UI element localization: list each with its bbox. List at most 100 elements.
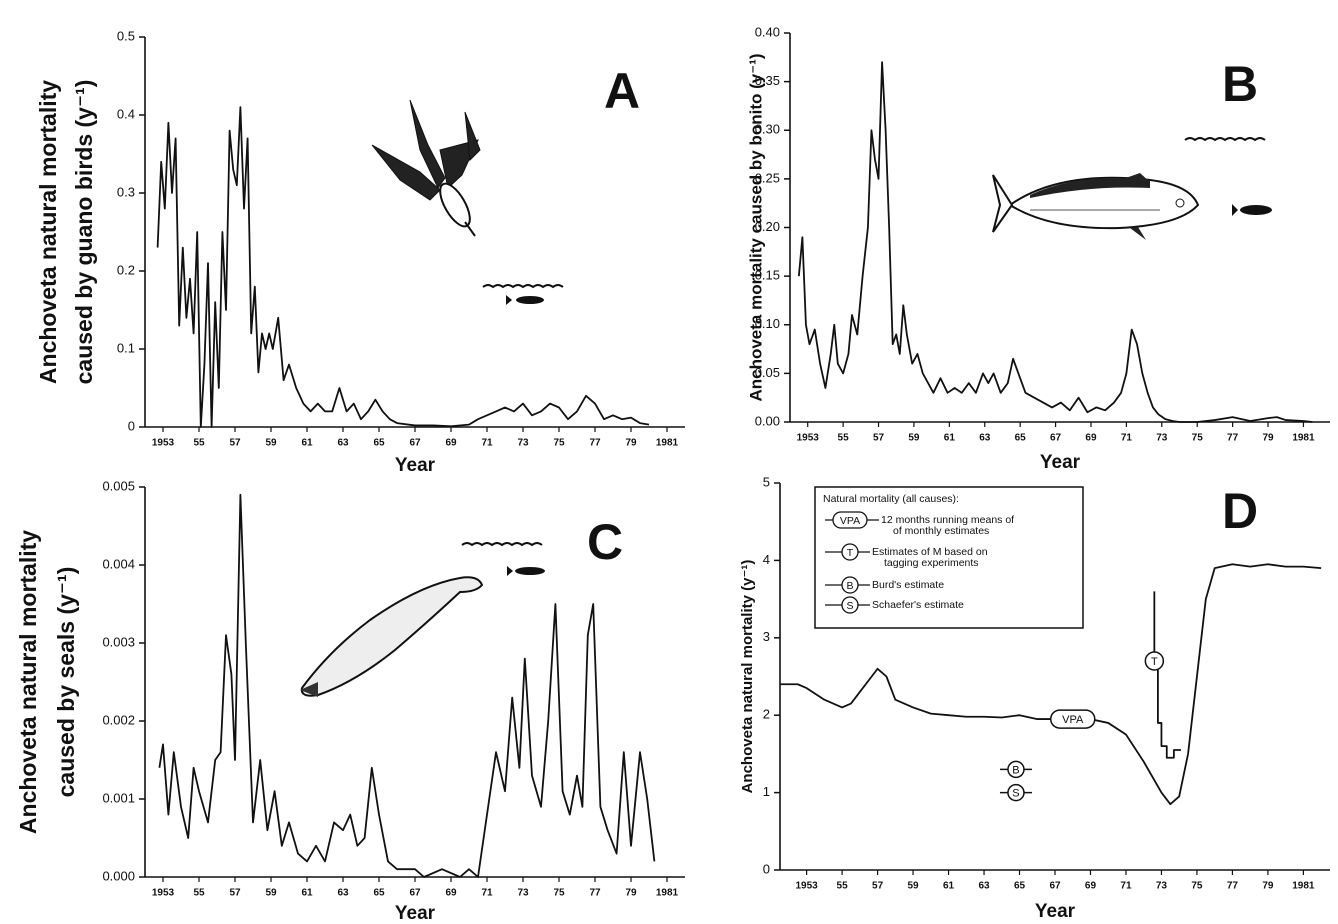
- y-tick-label: 0.004: [102, 556, 135, 571]
- x-tick-label: 57: [229, 888, 241, 899]
- x-tick-label: 73: [517, 888, 529, 899]
- x-tick-label: 57: [229, 438, 241, 449]
- legend-title: Natural mortality (all causes):: [823, 493, 959, 505]
- y-tick-label: 0.25: [755, 170, 780, 185]
- x-tick-label: 75: [553, 438, 565, 449]
- x-tick-label: 67: [409, 438, 421, 449]
- x-tick-label: 63: [979, 433, 991, 444]
- x-tick-label: 79: [1262, 433, 1274, 444]
- x-tick-label: 63: [978, 881, 990, 892]
- panel-letter: D: [1222, 483, 1258, 539]
- waves: [461, 542, 543, 547]
- legend-text: tagging experiments: [884, 557, 979, 569]
- x-axis-title: Year: [1035, 901, 1076, 922]
- legend-key: S: [846, 600, 853, 612]
- x-tick-label: 1953: [152, 438, 175, 449]
- x-tick-label: 67: [1050, 433, 1062, 444]
- y-axis-title: Anchoveta natural mortality: [15, 530, 41, 834]
- x-tick-label: 71: [481, 888, 493, 899]
- x-tick-label: 1981: [656, 888, 679, 899]
- y-tick-label: 5: [763, 474, 770, 489]
- x-tick-label: 67: [409, 888, 421, 899]
- x-tick-label: 59: [908, 881, 920, 892]
- y-tick-label: 0.30: [755, 122, 780, 137]
- anchoveta-icon: [507, 566, 545, 576]
- panel-letter: C: [587, 514, 623, 570]
- data-line: [158, 493, 656, 878]
- legend-key: VPA: [840, 515, 860, 527]
- x-tick-label: 65: [373, 888, 385, 899]
- y-tick-label: 1: [763, 784, 770, 799]
- y-tick-label: 0.002: [102, 712, 135, 727]
- x-tick-label: 71: [1121, 433, 1133, 444]
- y-axis-title: caused by seals (y⁻¹): [53, 567, 79, 798]
- y-tick-label: 0.005: [102, 478, 135, 493]
- y-axis-title: caused by guano birds (y⁻¹): [71, 80, 97, 385]
- panel-letter: B: [1222, 56, 1258, 112]
- y-tick-label: 0.4: [117, 106, 135, 121]
- x-tick-label: 79: [625, 438, 637, 449]
- x-tick-label: 55: [193, 888, 205, 899]
- x-tick-label: 77: [1227, 433, 1239, 444]
- data-line: [797, 61, 1313, 423]
- x-tick-label: 55: [838, 433, 850, 444]
- waves: [1184, 137, 1266, 142]
- y-tick-label: 0.2: [117, 262, 135, 277]
- series-label: T: [1151, 656, 1158, 668]
- x-tick-label: 1981: [1292, 881, 1315, 892]
- x-tick-label: 55: [837, 881, 849, 892]
- bonito-illustration: [992, 173, 1200, 240]
- x-tick-label: 65: [373, 438, 385, 449]
- bird-illustration: [371, 99, 481, 237]
- y-tick-label: 4: [763, 552, 770, 567]
- x-tick-label: 77: [589, 438, 601, 449]
- legend-text: Estimates of M based on: [872, 546, 988, 558]
- legend-key-box: [841, 596, 859, 614]
- legend-key: B: [846, 580, 853, 592]
- y-tick-label: 0.3: [117, 184, 135, 199]
- x-tick-label: 61: [943, 881, 955, 892]
- seal-illustration: [300, 576, 484, 697]
- legend-key: T: [847, 547, 854, 559]
- x-tick-label: 75: [553, 888, 565, 899]
- y-tick-label: 2: [763, 707, 770, 722]
- x-axis-title: Year: [1040, 452, 1081, 473]
- series-label-box: [1144, 651, 1165, 671]
- series-label: S: [1012, 788, 1019, 800]
- waves: [482, 284, 564, 289]
- panel-letter: A: [604, 63, 640, 119]
- y-axis-title: Anchoveta natural mortality (y⁻¹): [739, 560, 756, 794]
- point-marker: [1007, 760, 1025, 779]
- x-tick-label: 59: [908, 433, 920, 444]
- x-tick-label: 65: [1015, 433, 1027, 444]
- x-tick-label: 63: [337, 888, 349, 899]
- y-tick-label: 0.10: [755, 316, 780, 331]
- x-tick-label: 77: [589, 888, 601, 899]
- anchoveta-icon: [506, 295, 544, 305]
- y-tick-label: 0.000: [102, 868, 135, 883]
- x-tick-label: 65: [1014, 881, 1026, 892]
- x-tick-label: 1953: [152, 888, 175, 899]
- x-tick-label: 69: [445, 438, 457, 449]
- x-tick-label: 73: [517, 438, 529, 449]
- x-tick-label: 73: [1156, 881, 1168, 892]
- series-label: VPA: [1062, 714, 1084, 726]
- x-axis-title: Year: [395, 455, 436, 476]
- point-marker: [1007, 783, 1025, 802]
- x-tick-label: 1953: [795, 881, 818, 892]
- x-tick-label: 69: [1085, 881, 1097, 892]
- x-tick-label: 79: [1262, 881, 1274, 892]
- x-tick-label: 61: [944, 433, 956, 444]
- y-tick-label: 0.35: [755, 73, 780, 88]
- data-line: [156, 106, 650, 428]
- x-tick-label: 57: [873, 433, 885, 444]
- anchoveta-icon: [1232, 204, 1272, 216]
- x-tick-label: 69: [445, 888, 457, 899]
- data-line: [780, 563, 1322, 806]
- y-tick-label: 0.001: [102, 790, 135, 805]
- legend-text: Burd's estimate: [872, 579, 944, 591]
- y-axis-title: Anchoveta natural mortality: [35, 80, 61, 384]
- y-tick-label: 0.20: [755, 219, 780, 234]
- x-tick-label: 59: [265, 888, 277, 899]
